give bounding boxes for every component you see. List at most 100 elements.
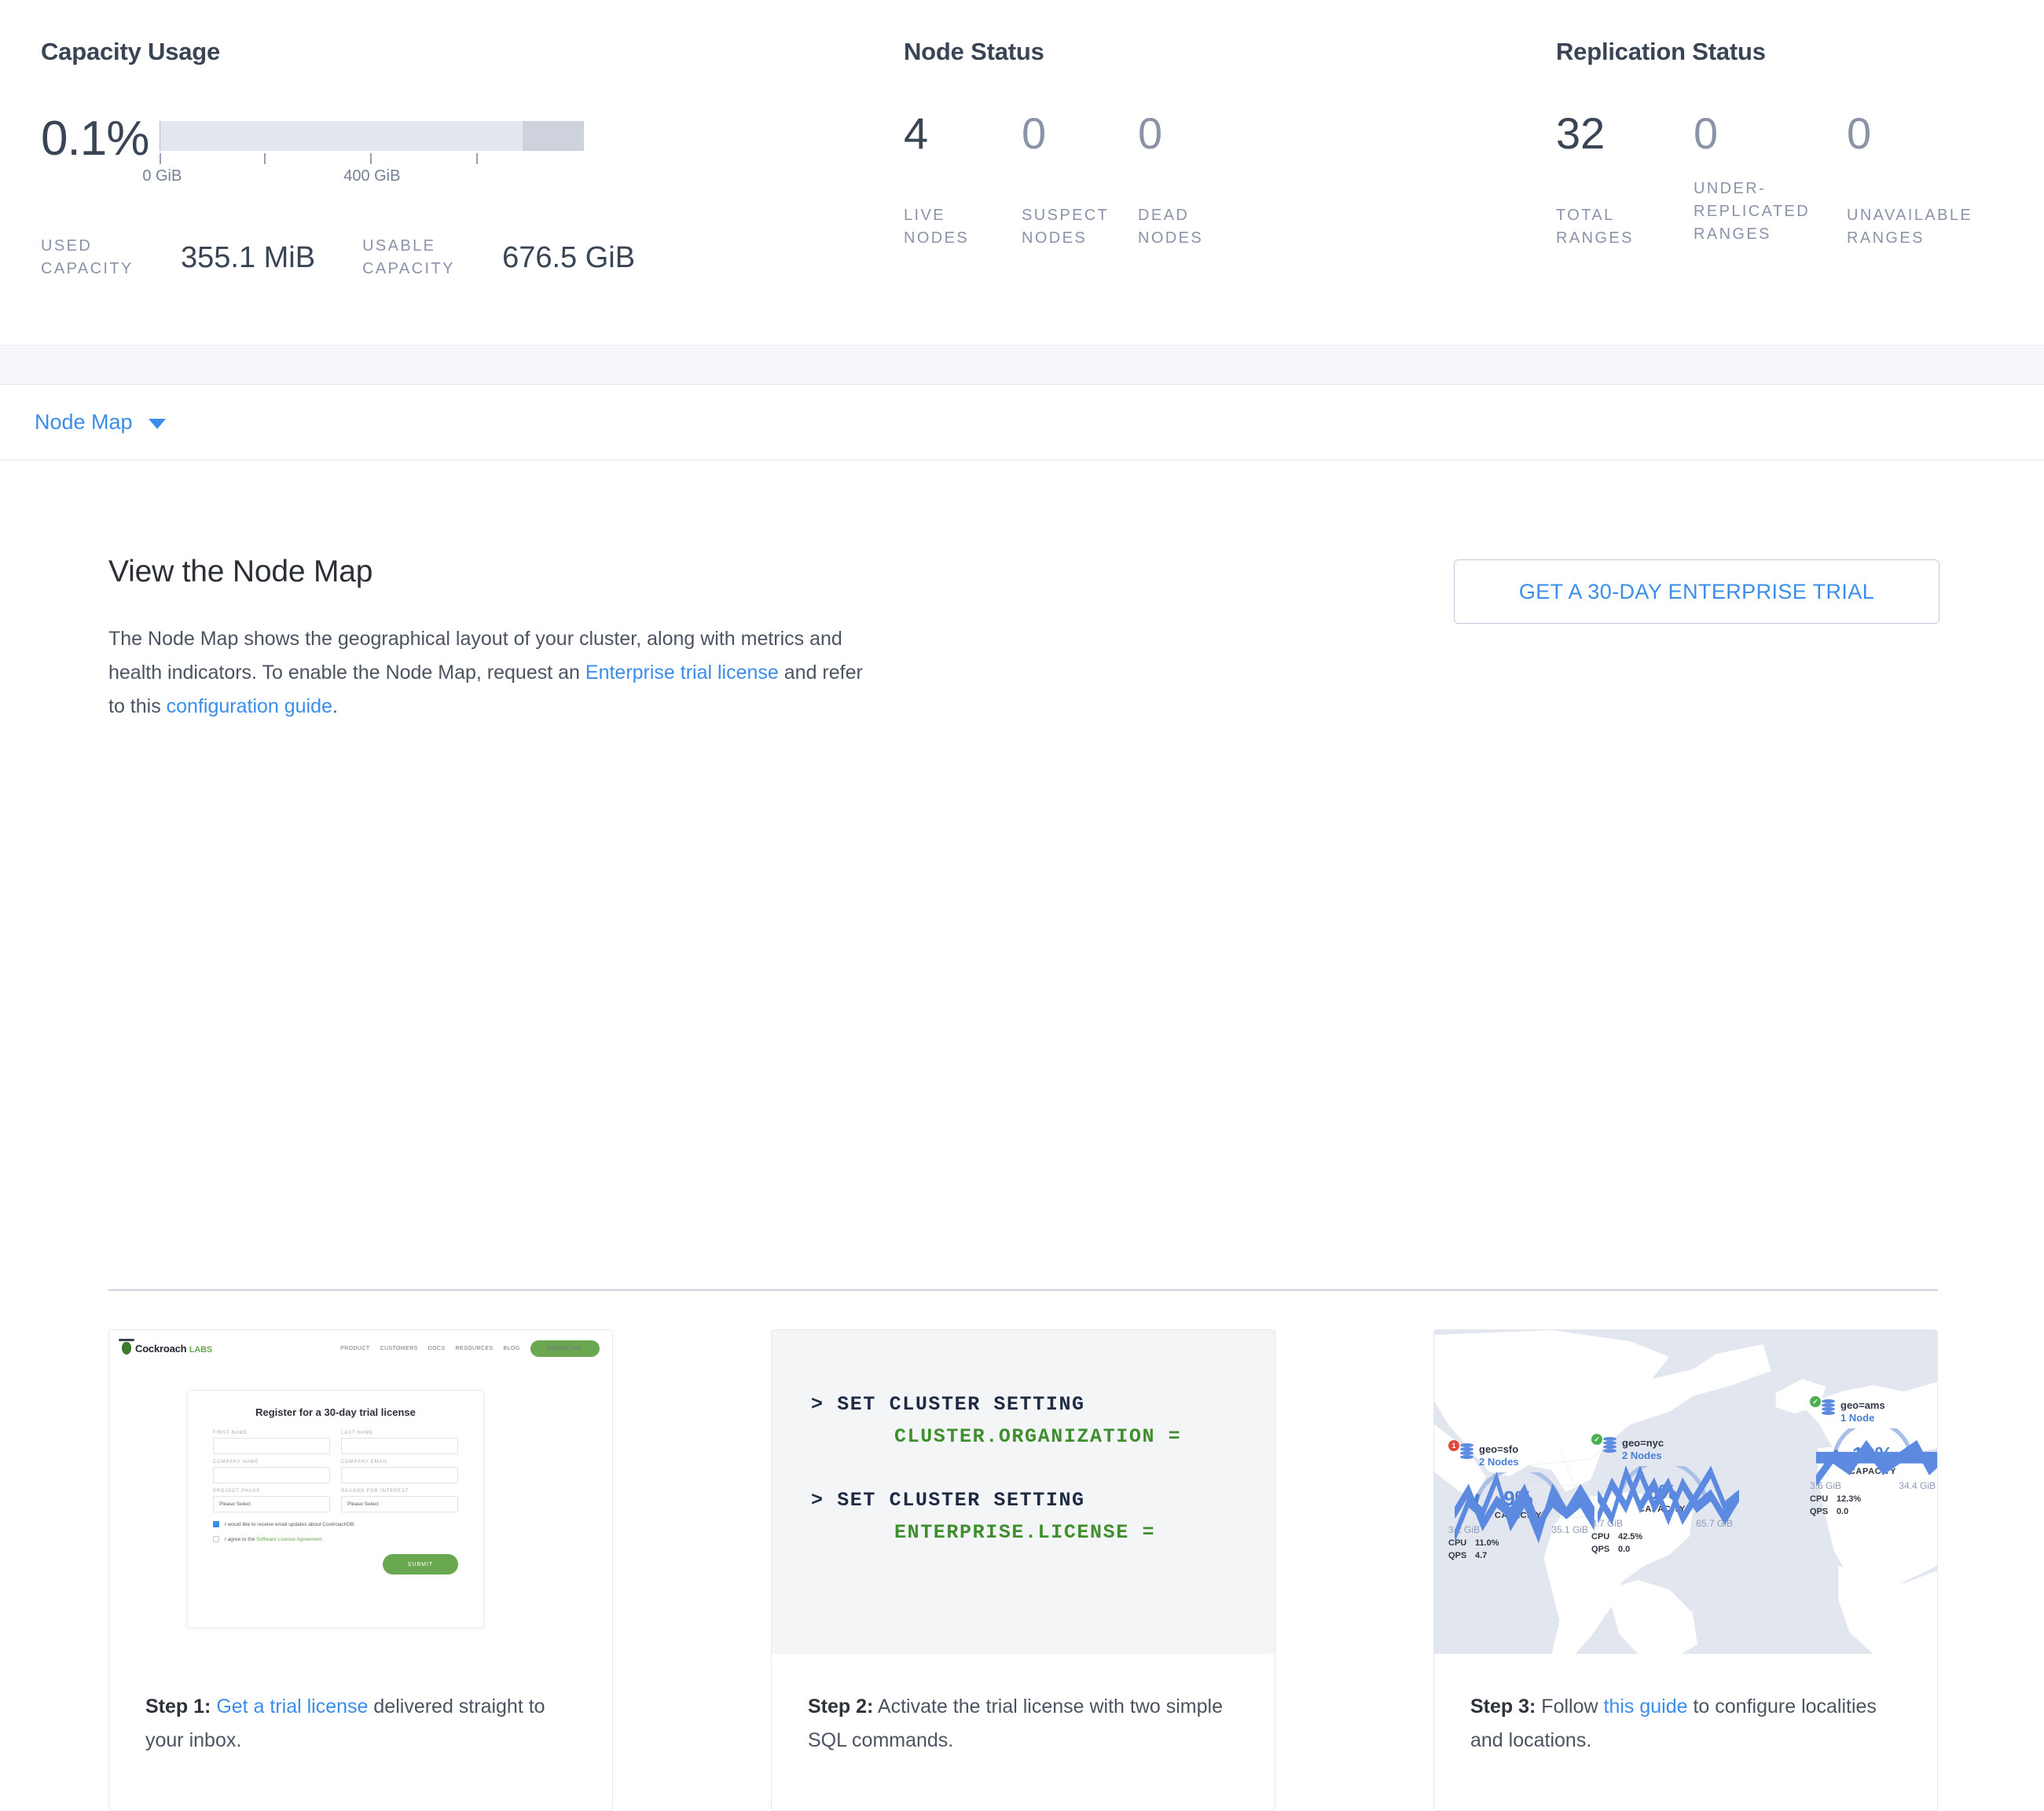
shot-license-link: Software License Agreement. <box>256 1536 324 1542</box>
shot-signup-form: Register for a 30-day trial license FIRS… <box>187 1390 484 1628</box>
usable-capacity-label: USABLE CAPACITY <box>362 237 455 277</box>
page-description: The Node Map shows the geographical layo… <box>108 622 863 724</box>
map-locality-ams: ✓ geo=ams 1 Node <box>1810 1396 1937 1516</box>
capacity-gauge: 0.1% 0 GiB 400 GiB <box>41 115 904 186</box>
qps-sparkline <box>1598 1465 1739 1526</box>
shot-field-label: COMPANY EMAIL <box>341 1460 388 1465</box>
qps-metric: QPS 0.0 <box>1810 1451 1937 1516</box>
node-map-dropdown[interactable]: Node Map <box>35 410 166 434</box>
capacity-percent-value: 0.1% <box>41 112 149 166</box>
shot-field-select: Please Select <box>341 1496 458 1512</box>
suspect-nodes-label: SUSPECT NODES <box>1022 207 1110 247</box>
unavailable-ranges-label: UNAVAILABLE RANGES <box>1847 207 1973 247</box>
capacity-axis-label-1: 400 GiB <box>343 167 401 185</box>
stat-unavailable-ranges: 0 UNAVAILABLE RANGES <box>1847 108 2004 247</box>
step-3-text-before: Follow <box>1536 1696 1604 1718</box>
shot-field-company-email: COMPANY EMAIL <box>341 1460 458 1483</box>
shot-field-input <box>341 1438 458 1454</box>
under-replicated-ranges-value: 0 <box>1694 108 1719 158</box>
content-header: View the Node Map The Node Map shows the… <box>108 555 1939 724</box>
qps-metric: QPS 0.0 <box>1591 1465 1739 1554</box>
qps-sparkline <box>1455 1483 1594 1531</box>
sql-code-thumbnail: > SET CLUSTER SETTING CLUSTER.ORGANIZATI… <box>772 1330 1275 1654</box>
replication-status-title: Replication Status <box>1556 38 1766 65</box>
shot-field-input <box>213 1438 330 1454</box>
cockroach-icon <box>119 1339 134 1355</box>
description-text-2: and refer to this <box>108 662 863 717</box>
node-status-title: Node Status <box>904 38 1044 65</box>
panel-gap-band <box>0 346 2044 385</box>
qps-metric: QPS 4.7 <box>1448 1483 1594 1560</box>
live-nodes-value: 4 <box>904 108 929 158</box>
step-card-3: 1 geo=sfo 2 Nodes <box>1433 1329 1938 1811</box>
shot-field-first-name: FIRST NAME <box>213 1431 330 1454</box>
node-status-card: Node Status 4 LIVE NODES 0 SUSPECT NODES… <box>904 0 1556 345</box>
shot-nav-item-product: PRODUCT <box>340 1345 370 1351</box>
shot-field-project-phase: PROJECT PHASE Please Select <box>213 1489 330 1512</box>
shot-field-input <box>213 1467 330 1483</box>
suspect-nodes-value: 0 <box>1022 108 1047 158</box>
description-text-1: The Node Map shows the geographical layo… <box>108 628 842 684</box>
get-trial-license-link[interactable]: Get a trial license <box>216 1696 369 1718</box>
shot-form-title: Register for a 30-day trial license <box>255 1406 416 1418</box>
enterprise-trial-license-link[interactable]: Enterprise trial license <box>585 662 779 684</box>
shot-navbar: Cockroach LABS PRODUCT CUSTOMERS DOCS RE… <box>109 1330 612 1366</box>
shot-checkbox-prefix: I agree to the <box>225 1536 257 1542</box>
checkbox-checked-icon <box>213 1521 219 1527</box>
shot-form-fields: FIRST NAME LAST NAME COMPANY NAME <box>213 1431 458 1512</box>
node-map-dropdown-label: Node Map <box>35 410 133 434</box>
capacity-bar-track <box>160 121 585 151</box>
shot-download-button: DOWNLOAD <box>530 1340 600 1357</box>
shot-field-company-name: COMPANY NAME <box>213 1460 330 1483</box>
shot-nav-item-docs: DOCS <box>428 1345 446 1351</box>
shot-brand-suffix: LABS <box>189 1344 212 1355</box>
stat-live-nodes: 4 LIVE NODES <box>904 108 1022 247</box>
shot-nav-item-customers: CUSTOMERS <box>380 1345 418 1351</box>
capacity-bar-reserved <box>523 121 585 151</box>
used-capacity-label: USED CAPACITY <box>41 237 134 277</box>
shot-brand-word: Cockroach <box>135 1342 187 1355</box>
shot-checkbox-email-updates: I would like to receive email updates ab… <box>213 1521 458 1527</box>
step-1-caption: Step 1: Get a trial license delivered st… <box>109 1654 612 1810</box>
sql-code-block: > SET CLUSTER SETTING CLUSTER.ORGANIZATI… <box>772 1330 1275 1654</box>
shot-field-label: PROJECT PHASE <box>213 1489 261 1494</box>
shot-field-reason-for-interest: REASON FOR INTEREST Please Select <box>341 1489 458 1512</box>
total-ranges-label: TOTAL RANGES <box>1556 207 1634 247</box>
stat-suspect-nodes: 0 SUSPECT NODES <box>1022 108 1138 247</box>
live-nodes-label: LIVE NODES <box>904 207 970 247</box>
node-status-stats: 4 LIVE NODES 0 SUSPECT NODES 0 DEAD NODE… <box>904 108 1556 247</box>
page-title: View the Node Map <box>108 555 373 588</box>
sql-arg-2: ENTERPRISE.LICENSE = <box>894 1521 1156 1544</box>
chevron-down-icon <box>148 419 166 429</box>
checkbox-unchecked-icon <box>213 1536 219 1542</box>
stat-under-replicated-ranges: 0 UNDER- REPLICATED RANGES <box>1694 108 1847 244</box>
step-3-caption: Step 3: Follow this guide to configure l… <box>1434 1654 1937 1810</box>
sql-line-2: > SET CLUSTER SETTING <box>811 1489 1085 1512</box>
node-map-thumbnail: 1 geo=sfo 2 Nodes <box>1434 1330 1937 1654</box>
shot-checkbox-label: I agree to the Software License Agreemen… <box>225 1537 323 1542</box>
stat-total-ranges: 32 TOTAL RANGES <box>1556 112 1694 247</box>
shot-nav-item-resources: RESOURCES <box>455 1345 494 1351</box>
shot-submit-button: SUBMIT <box>383 1554 458 1575</box>
content-header-text: View the Node Map The Node Map shows the… <box>108 555 894 724</box>
shot-nav-item-blog: BLOG <box>503 1345 520 1351</box>
unavailable-ranges-value: 0 <box>1847 108 1872 158</box>
shot-field-label: COMPANY NAME <box>213 1460 259 1465</box>
shot-field-select: Please Select <box>213 1496 330 1512</box>
get-enterprise-trial-button[interactable]: GET A 30-DAY ENTERPRISE TRIAL <box>1454 559 1939 624</box>
capacity-axis-labels: 0 GiB 400 GiB <box>142 167 584 186</box>
capacity-usage-card: Capacity Usage 0.1% 0 GiB 400 GiB USED C… <box>0 0 904 345</box>
this-guide-link[interactable]: this guide <box>1603 1696 1688 1718</box>
used-capacity-stat: USED CAPACITY 355.1 MiB <box>41 235 315 280</box>
capacity-axis-label-0: 0 GiB <box>142 167 182 185</box>
shot-field-label: FIRST NAME <box>213 1431 248 1435</box>
under-replicated-ranges-label: UNDER- REPLICATED RANGES <box>1694 180 1811 243</box>
shot-field-last-name: LAST NAME <box>341 1431 458 1454</box>
configuration-guide-link[interactable]: configuration guide <box>166 695 332 717</box>
section-divider <box>108 1289 1938 1291</box>
shot-checkbox-license-agreement: I agree to the Software License Agreemen… <box>213 1536 458 1542</box>
usable-capacity-value: 676.5 GiB <box>502 240 636 274</box>
capacity-axis-ticks <box>160 153 584 164</box>
shot-nav-menu: PRODUCT CUSTOMERS DOCS RESOURCES BLOG DO… <box>340 1340 600 1357</box>
signup-screenshot-thumbnail: Cockroach LABS PRODUCT CUSTOMERS DOCS RE… <box>109 1330 612 1654</box>
